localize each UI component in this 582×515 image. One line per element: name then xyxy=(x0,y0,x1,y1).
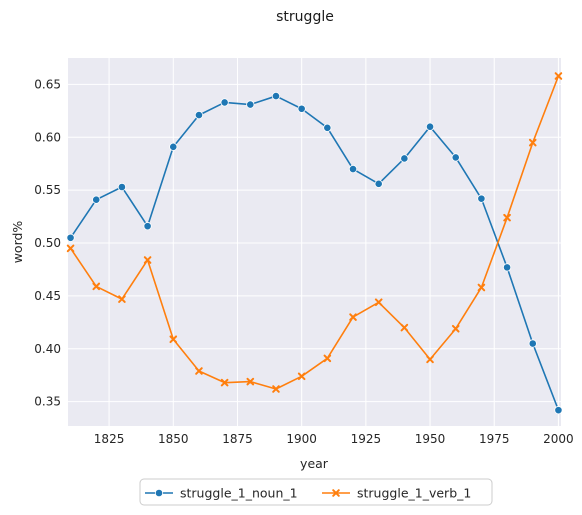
data-point xyxy=(169,142,178,151)
series-struggle_1_verb_1 xyxy=(66,72,563,393)
data-point xyxy=(246,100,255,109)
plot-area xyxy=(68,58,561,426)
data-point xyxy=(272,385,280,393)
y-axis-label: word% xyxy=(10,221,25,264)
data-point xyxy=(400,154,409,163)
y-tick-label: 0.60 xyxy=(34,130,61,144)
data-point xyxy=(195,367,203,375)
legend-marker xyxy=(332,489,340,497)
y-tick-label: 0.40 xyxy=(34,342,61,356)
data-point xyxy=(374,298,383,307)
series-layer xyxy=(66,72,563,415)
series-struggle_1_noun_1 xyxy=(66,91,563,415)
x-tick-label: 2000 xyxy=(543,432,574,446)
data-point xyxy=(66,233,75,242)
x-tick-label: 1925 xyxy=(351,432,382,446)
data-point xyxy=(477,283,486,292)
data-point xyxy=(425,122,435,131)
legend-item-struggle_1_verb_1: struggle_1_verb_1 xyxy=(322,486,471,501)
grid xyxy=(68,58,561,426)
data-point xyxy=(477,194,486,203)
data-point xyxy=(528,138,537,147)
y-tick-label: 0.35 xyxy=(34,395,61,409)
data-point xyxy=(348,164,358,174)
x-tick-label: 1950 xyxy=(415,432,446,446)
chart-title: struggle xyxy=(276,9,334,25)
legend-entries: struggle_1_noun_1 struggle_1_verb_1 xyxy=(145,486,471,501)
y-tick-label: 0.50 xyxy=(34,236,61,250)
series-line xyxy=(69,75,560,390)
y-tick-label: 0.45 xyxy=(34,289,61,303)
data-point xyxy=(554,406,563,415)
legend-marker xyxy=(154,488,164,498)
data-point xyxy=(169,335,178,344)
data-point xyxy=(374,179,383,188)
x-tick-label: 1875 xyxy=(222,432,253,446)
series-line xyxy=(69,95,560,411)
data-point xyxy=(554,72,563,80)
data-point xyxy=(323,354,332,363)
data-point xyxy=(451,153,460,162)
data-point xyxy=(143,222,152,231)
y-tick-label: 0.55 xyxy=(34,183,61,197)
data-point xyxy=(143,256,152,264)
legend-label: struggle_1_verb_1 xyxy=(357,486,471,501)
x-tick-label: 1825 xyxy=(94,432,125,446)
data-point xyxy=(220,378,229,387)
data-point xyxy=(503,213,511,222)
data-point xyxy=(117,182,127,192)
data-point xyxy=(400,323,409,332)
data-point xyxy=(271,91,281,101)
data-point xyxy=(246,377,255,386)
data-point xyxy=(220,98,229,107)
data-point xyxy=(297,372,306,381)
legend: struggle_1_noun_1 struggle_1_verb_1 xyxy=(139,478,493,506)
data-point xyxy=(66,244,75,253)
x-tick-label: 1900 xyxy=(286,432,317,446)
data-point xyxy=(451,324,460,333)
x-tick-label: 1975 xyxy=(479,432,510,446)
data-point xyxy=(426,355,434,364)
data-point xyxy=(194,111,204,120)
x-tick-label: 1850 xyxy=(158,432,189,446)
data-point xyxy=(92,282,101,291)
data-point xyxy=(349,313,357,321)
data-point xyxy=(502,263,512,272)
data-point xyxy=(297,104,306,113)
data-point xyxy=(118,295,126,303)
data-point xyxy=(528,339,537,348)
x-axis-label: year xyxy=(300,456,329,471)
y-tick-label: 0.65 xyxy=(34,77,61,91)
legend-item-struggle_1_noun_1: struggle_1_noun_1 xyxy=(145,486,298,501)
legend-label: struggle_1_noun_1 xyxy=(180,486,298,501)
tick-labels: 1825 1850 1875 1900 1925 1950 1975 2000 0.35 0.40… xyxy=(34,77,573,446)
data-point xyxy=(323,123,332,132)
data-point xyxy=(92,195,101,204)
legend-box xyxy=(139,478,493,506)
